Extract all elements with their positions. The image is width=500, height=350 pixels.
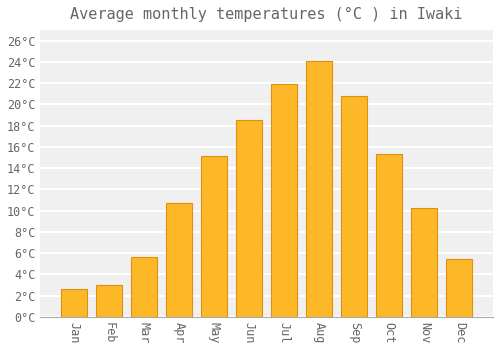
Bar	[61, 289, 87, 317]
Bar	[236, 120, 262, 317]
Bar	[306, 61, 332, 317]
Bar	[411, 209, 438, 317]
Title: Average monthly temperatures (°C ) in Iwaki: Average monthly temperatures (°C ) in Iw…	[70, 7, 463, 22]
Bar	[341, 96, 367, 317]
Bar	[271, 84, 297, 317]
Bar	[446, 259, 472, 317]
Bar	[96, 285, 122, 317]
Bar	[376, 154, 402, 317]
Bar	[201, 156, 228, 317]
Bar	[166, 203, 192, 317]
Bar	[131, 257, 157, 317]
